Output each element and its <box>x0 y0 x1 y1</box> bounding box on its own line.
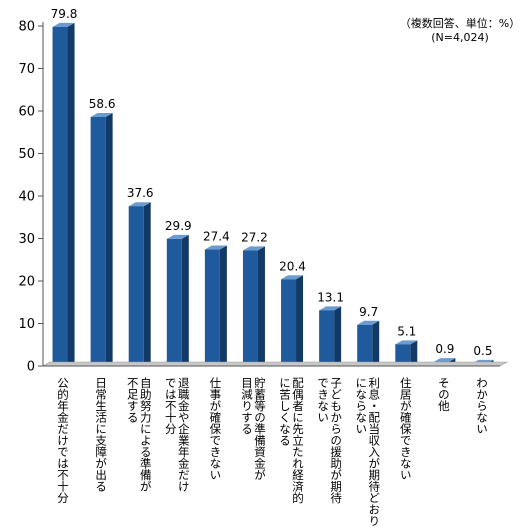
bar-front <box>90 116 106 366</box>
value-labels: 79.8 58.6 37.6 29.9 27.4 27.2 20.4 13.1 9.7 5.1 0.… <box>51 7 493 358</box>
category-label: 不足する <box>126 377 140 423</box>
bar-front <box>128 206 144 366</box>
bar <box>395 340 418 366</box>
bar-side <box>143 202 151 366</box>
bar-side <box>105 112 113 366</box>
bar-front <box>357 324 373 366</box>
category-label: 子どもからの援助が期待 <box>329 377 343 504</box>
y-tick-label: 60 <box>18 105 35 120</box>
bar <box>128 202 151 366</box>
bar-front <box>319 310 335 366</box>
bar-side <box>372 320 380 366</box>
value-label: 0.9 <box>435 342 454 356</box>
bar-front <box>204 249 220 366</box>
y-tick-label: 0 <box>27 360 35 375</box>
category-label: 貯蓄等の準備資金が <box>253 377 267 481</box>
category-label: 日常生活に支障が出る <box>94 377 108 492</box>
category-label: 自助努力による準備が <box>139 377 153 492</box>
category-label: に苦しくなる <box>278 377 292 446</box>
bar-top <box>433 358 456 363</box>
bar-side <box>67 22 75 366</box>
category-label: 目減りする <box>240 377 254 435</box>
category-label: その他 <box>437 377 451 412</box>
category-label: にならない <box>354 377 368 435</box>
category-label: 仕事が確保できない <box>208 377 222 481</box>
value-label: 58.6 <box>89 97 116 111</box>
bar-front <box>281 279 297 366</box>
value-label: 20.4 <box>279 259 306 273</box>
bar-top <box>166 234 189 239</box>
value-label: 27.4 <box>203 230 230 244</box>
bars <box>52 22 494 366</box>
bar <box>357 320 380 366</box>
bar-top <box>90 112 113 117</box>
bar-side <box>181 234 189 366</box>
bar <box>242 246 265 366</box>
y-tick-label: 40 <box>18 190 35 205</box>
value-label: 79.8 <box>51 7 78 21</box>
bar <box>52 22 75 366</box>
category-label: 退職金や企業年金だけ <box>177 377 191 492</box>
y-tick-label: 80 <box>18 20 35 35</box>
y-tick-label: 30 <box>18 232 35 247</box>
value-label: 37.6 <box>127 186 154 200</box>
category-label: では不十分 <box>164 377 178 435</box>
bar-top <box>395 340 418 345</box>
bar-top <box>204 245 227 250</box>
annotation-line-1: （複数回答、単位：%） <box>400 16 520 30</box>
bar-front <box>52 26 68 366</box>
bar <box>319 306 342 366</box>
y-axis: 0 10 20 30 40 50 60 70 80 <box>18 20 509 375</box>
bar-top <box>319 306 342 311</box>
category-label: 住居が確保できない <box>399 376 413 480</box>
bar-side <box>334 306 342 366</box>
category-label: 配偶者に先立たれ経済的 <box>291 377 305 504</box>
bar-side <box>219 245 227 366</box>
bar <box>166 234 189 366</box>
bar-front <box>166 238 182 366</box>
category-label: 利息・配当収入が期待どおり <box>367 377 381 527</box>
bar <box>281 275 304 366</box>
bar <box>90 112 113 366</box>
annotation-line-2: (N=4,024) <box>431 31 489 44</box>
floor-plane <box>41 361 509 367</box>
value-label: 9.7 <box>359 305 378 319</box>
bar-side <box>257 246 265 366</box>
y-tick-label: 20 <box>18 275 35 290</box>
bar-side <box>296 275 304 366</box>
value-label: 29.9 <box>165 219 192 233</box>
bar-top <box>281 275 304 280</box>
bar-top <box>242 246 265 251</box>
y-tick-label: 10 <box>18 317 35 332</box>
y-tick-label: 70 <box>18 62 35 77</box>
category-label: わからない <box>475 377 489 435</box>
y-tick-label: 50 <box>18 147 35 162</box>
value-label: 5.1 <box>397 324 416 338</box>
bar-top <box>128 202 151 207</box>
value-label: 13.1 <box>317 290 344 304</box>
category-label: 公的年金だけでは不十分 <box>56 377 70 504</box>
bar-side <box>410 340 418 366</box>
bar <box>204 245 227 366</box>
value-label: 0.5 <box>473 344 492 358</box>
bar-front <box>395 344 411 366</box>
bar-top <box>357 320 380 325</box>
bar-top <box>52 22 75 27</box>
value-label: 27.2 <box>241 230 268 244</box>
bar-front <box>242 250 258 366</box>
category-label: できない <box>316 377 330 423</box>
